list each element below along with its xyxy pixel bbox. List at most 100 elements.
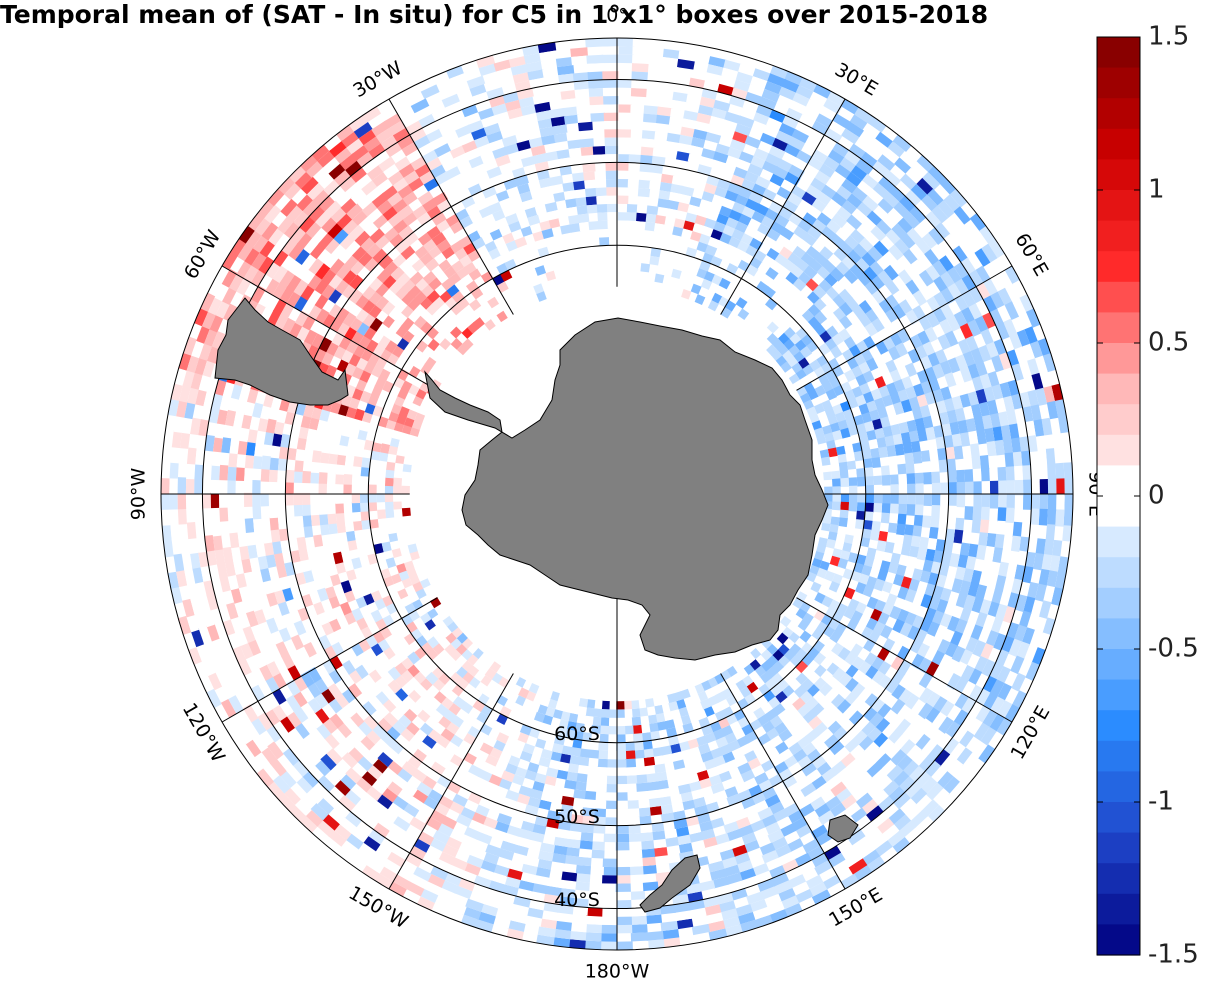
data-cell xyxy=(889,583,901,598)
data-cell xyxy=(823,156,841,172)
data-cell xyxy=(210,492,220,509)
data-cell xyxy=(740,769,756,783)
chart-title: Temporal mean of (SAT - In situ) for C5 … xyxy=(0,0,989,29)
data-cell xyxy=(918,315,933,332)
data-cell xyxy=(688,831,704,843)
data-cell xyxy=(834,746,851,762)
data-cell xyxy=(946,704,962,723)
data-cell xyxy=(899,195,917,213)
data-cell xyxy=(586,63,604,73)
data-cell xyxy=(543,893,561,905)
data-cell xyxy=(551,937,571,948)
data-cell xyxy=(628,866,644,876)
data-cell xyxy=(446,64,466,79)
data-cell xyxy=(586,54,604,64)
data-cell xyxy=(947,505,957,519)
data-cell xyxy=(586,907,603,917)
data-cell xyxy=(872,732,889,749)
data-cell xyxy=(555,56,574,68)
data-cell xyxy=(170,523,180,541)
data-cell xyxy=(506,186,521,198)
data-cell xyxy=(572,897,589,908)
data-cell xyxy=(876,647,890,662)
data-cell xyxy=(927,744,944,762)
data-cell xyxy=(592,816,606,826)
data-cell xyxy=(917,330,931,347)
data-cell xyxy=(1016,329,1031,348)
data-cell xyxy=(403,169,421,185)
data-cell xyxy=(1013,624,1028,643)
data-cell xyxy=(746,847,763,861)
data-cell xyxy=(502,205,516,218)
data-cell xyxy=(967,543,979,559)
colorbar-segment xyxy=(1097,312,1140,344)
data-cell xyxy=(924,607,937,623)
data-cell xyxy=(292,759,309,777)
data-cell xyxy=(500,840,517,853)
data-cell xyxy=(735,194,750,207)
data-cell xyxy=(443,872,462,887)
data-cell xyxy=(986,440,997,457)
data-cell xyxy=(888,185,907,203)
data-cell xyxy=(664,149,679,160)
data-cell xyxy=(734,816,751,830)
data-cell xyxy=(630,87,647,98)
data-cell xyxy=(314,278,330,295)
data-cell xyxy=(975,388,988,406)
data-cell xyxy=(870,225,887,242)
data-cell xyxy=(542,193,556,205)
data-cell xyxy=(574,873,591,883)
data-cell xyxy=(627,833,642,843)
data-cell xyxy=(229,272,245,292)
data-cell xyxy=(919,404,932,419)
data-cell xyxy=(867,246,883,262)
data-cell xyxy=(827,149,846,165)
data-cell xyxy=(273,249,290,267)
data-cell xyxy=(923,723,939,741)
data-cell xyxy=(387,191,404,207)
data-cell xyxy=(930,243,947,262)
data-cell xyxy=(799,77,819,93)
data-cell xyxy=(494,758,509,771)
data-cell xyxy=(219,478,228,494)
colorbar-segment xyxy=(1097,220,1140,252)
data-cell xyxy=(251,733,269,753)
data-cell xyxy=(871,317,885,333)
data-cell xyxy=(230,545,242,562)
data-cell xyxy=(236,674,251,693)
data-cell xyxy=(809,91,829,107)
data-cell xyxy=(219,394,232,412)
data-cell xyxy=(477,769,493,782)
data-cell xyxy=(723,786,739,799)
data-cell xyxy=(589,866,604,876)
data-cell xyxy=(226,631,241,650)
data-cell xyxy=(378,254,394,270)
data-cell xyxy=(913,514,924,528)
data-cell xyxy=(662,48,681,60)
data-cell xyxy=(998,494,1007,509)
data-cell xyxy=(890,655,905,671)
data-cell xyxy=(938,411,950,427)
data-cell xyxy=(412,204,428,219)
data-cell xyxy=(350,188,368,205)
data-cell xyxy=(218,604,231,623)
data-cell xyxy=(519,190,534,203)
data-cell xyxy=(459,806,476,820)
data-cell xyxy=(315,210,332,228)
data-cell xyxy=(997,507,1007,523)
data-cell xyxy=(862,195,879,212)
data-cell xyxy=(1014,479,1024,496)
data-cell xyxy=(342,312,357,328)
data-cell xyxy=(698,880,716,892)
data-cell xyxy=(1060,540,1071,560)
data-cell xyxy=(471,127,488,141)
data-cell xyxy=(782,199,799,214)
colorbar-segment xyxy=(1097,67,1140,99)
data-cell xyxy=(934,624,948,641)
data-cell xyxy=(808,715,823,730)
data-cell xyxy=(687,899,705,911)
data-cell xyxy=(802,838,821,854)
data-cell xyxy=(567,830,582,841)
data-cell xyxy=(256,768,275,788)
colorbar-segment xyxy=(1097,924,1140,956)
